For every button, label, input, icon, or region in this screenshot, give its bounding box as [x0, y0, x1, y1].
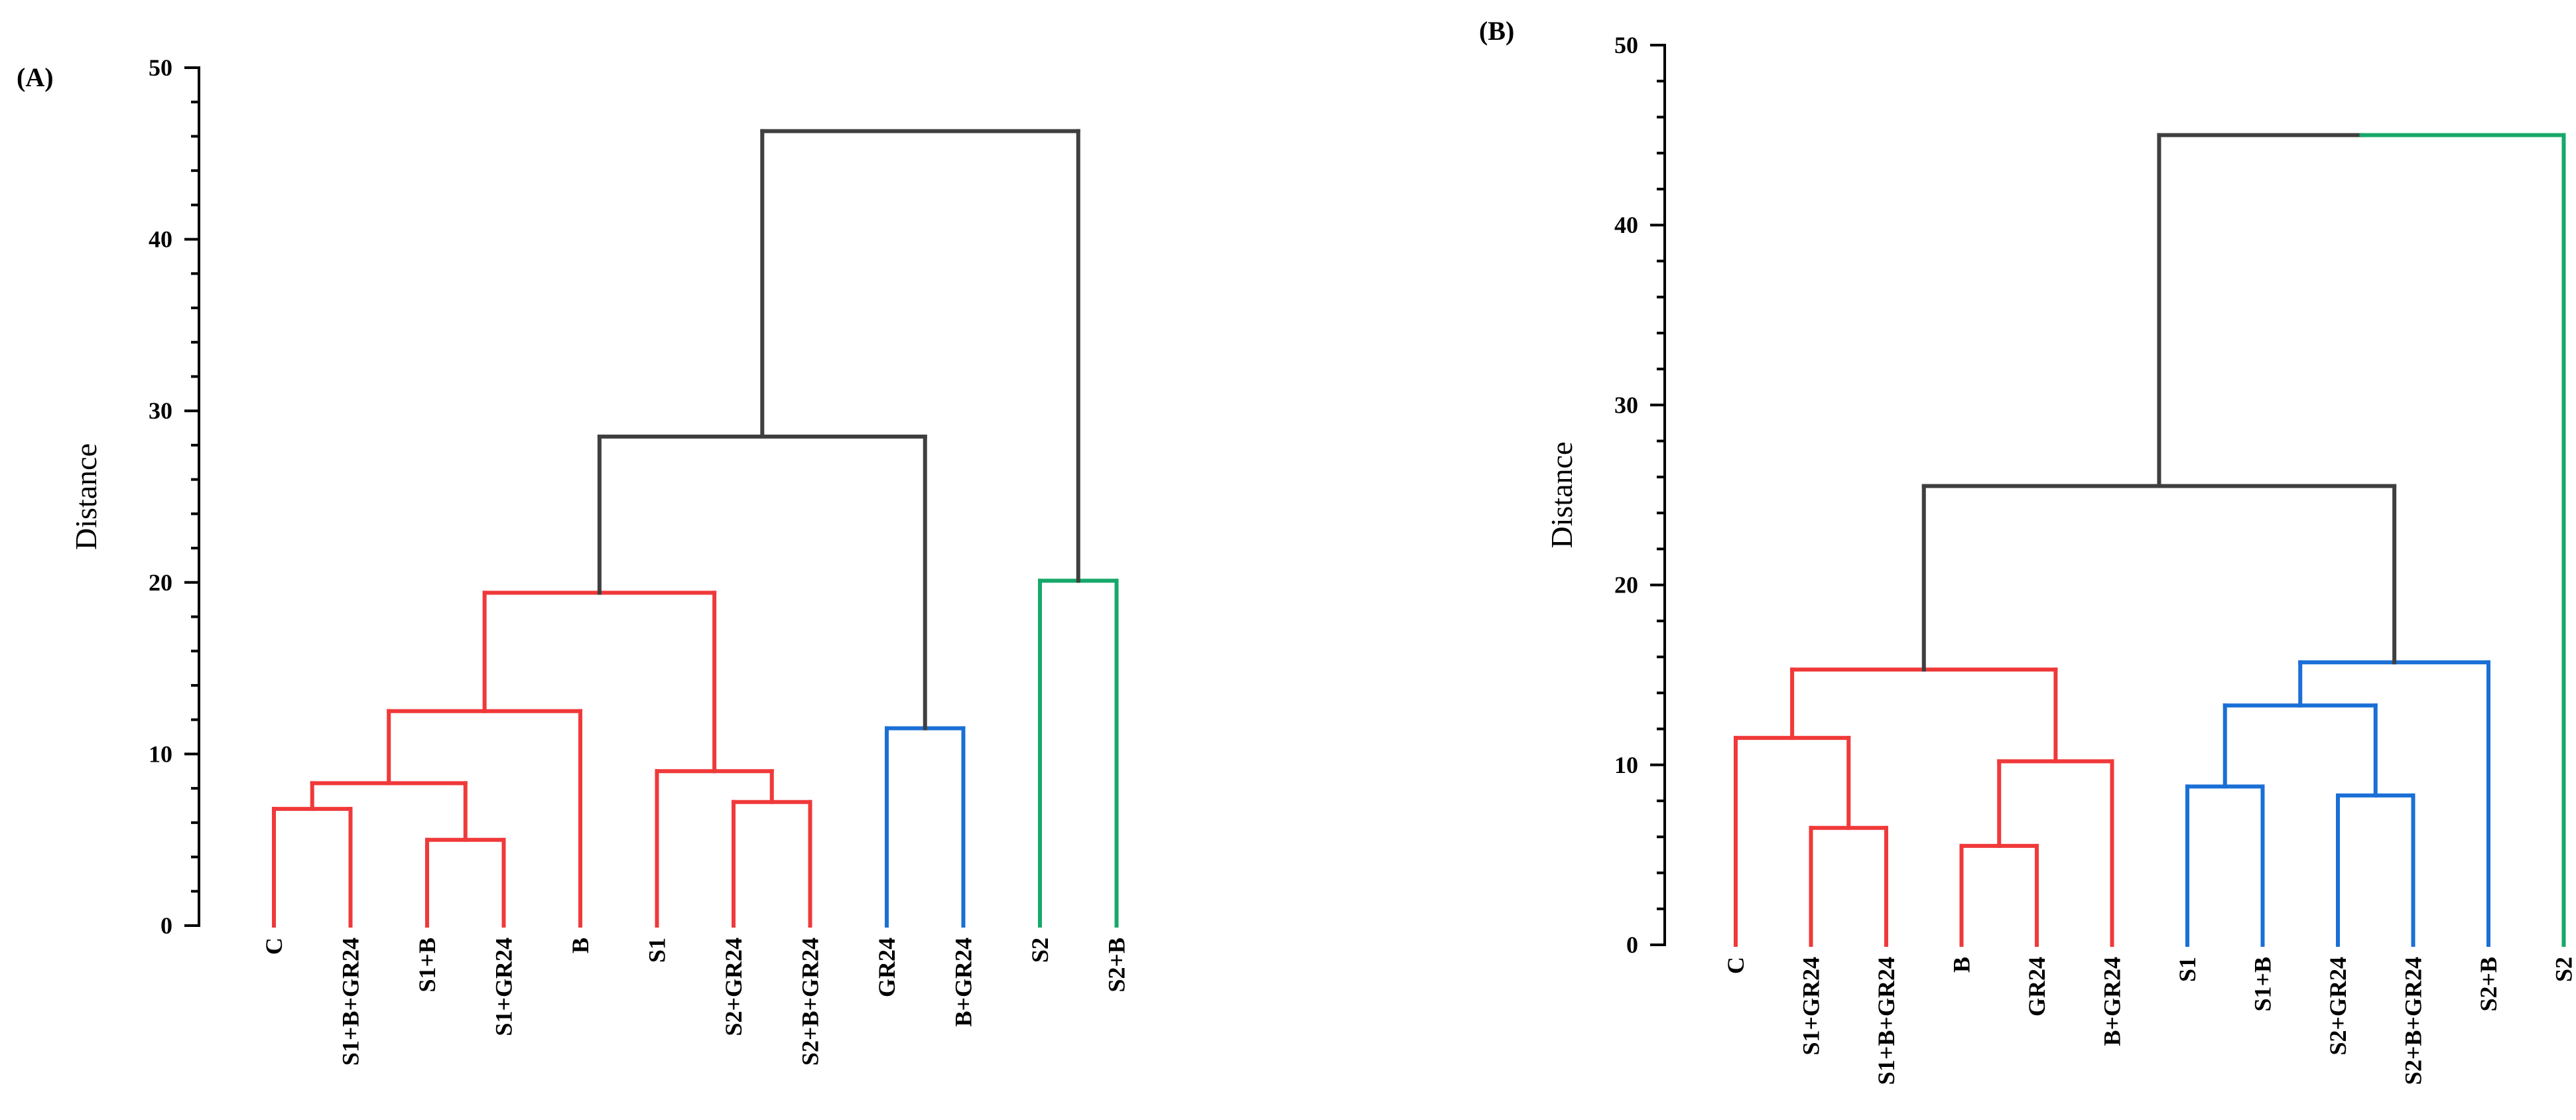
panel-b-leaf-label: B+GR24: [2099, 957, 2126, 1046]
panel-b-y-tick-label: 10: [1614, 752, 1638, 778]
panel-b-leaf-label: GR24: [2024, 957, 2050, 1016]
panel-b-leaf-label: B: [1949, 957, 1975, 973]
panel-a-leaf-label: B+GR24: [950, 938, 977, 1027]
panel-b-leaf-label: S1: [2174, 957, 2201, 982]
panel-b-y-axis-label: Distance: [1545, 442, 1578, 549]
panel-a-leaf-label: S1: [644, 938, 671, 963]
panel-b-leaf-label: S2+B+GR24: [2400, 957, 2427, 1085]
panel-a-leaf-label: C: [261, 938, 287, 955]
panel-b-leaf-label: S1+B: [2250, 957, 2276, 1012]
panel-b-leaf-label: S2: [2551, 957, 2576, 982]
panel-a-y-axis-label: Distance: [69, 443, 103, 550]
panel-a-y-tick-label: 30: [149, 397, 172, 424]
panel-a-leaf-label: S1+B: [414, 938, 440, 993]
panel-b-y-tick-label: 20: [1614, 572, 1638, 598]
panel-b-y-tick-label: 50: [1614, 32, 1638, 58]
panel-b-dendrogram: (B) Distance 0 10 20 30 40 50 C S1+GR24 S1+B+GR24 B…: [1479, 16, 2576, 1085]
panel-b-leaf-label: S2+B: [2475, 957, 2502, 1012]
panel-a-y-tick-label: 10: [149, 740, 172, 767]
panel-a-leaf-label: S1+GR24: [491, 938, 517, 1036]
panel-b-leaf-label: S1+B+GR24: [1873, 957, 1900, 1085]
panel-a-leaf-label: S2+GR24: [720, 938, 747, 1036]
panel-a-leaf-label: GR24: [873, 938, 900, 997]
panel-a-leaf-label: S2+B+GR24: [797, 938, 824, 1066]
panel-a-y-tick-label: 20: [149, 569, 172, 596]
panel-a-y-tick-label: 50: [149, 54, 172, 81]
panel-a-label: (A): [17, 62, 54, 92]
panel-a-leaf-label: B: [567, 938, 594, 953]
panel-b-y-tick-label: 0: [1626, 932, 1638, 958]
panel-b-y-tick-label: 30: [1614, 391, 1638, 418]
panel-a-y-tick-label: 0: [161, 912, 172, 939]
panel-a-y-tick-label: 40: [149, 226, 172, 253]
panel-b-label: (B): [1479, 16, 1514, 46]
panel-a-leaf-label: S2: [1027, 938, 1053, 963]
panel-b-leaf-label: S2+GR24: [2325, 957, 2351, 1056]
panel-a-leaf-label: S2+B: [1104, 938, 1130, 993]
panel-a-dendrogram: (A) Distance 0 10 20 30 40 50 C S1+B+GR24 S1+B S1+G…: [17, 54, 1130, 1066]
panel-b-leaf-label: S1+GR24: [1798, 957, 1825, 1056]
panel-b-y-tick-label: 40: [1614, 212, 1638, 238]
panel-b-leaf-label: C: [1722, 957, 1749, 974]
panel-a-leaf-label: S1+B+GR24: [338, 938, 364, 1066]
